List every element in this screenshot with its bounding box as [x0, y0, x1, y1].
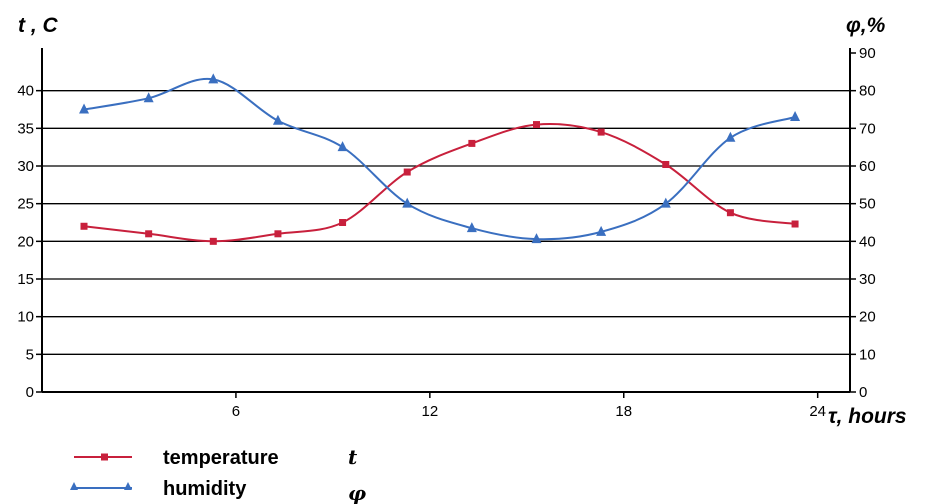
left-tick-label-20: 20 [17, 233, 34, 250]
legend-marker-humidity-left [70, 482, 78, 490]
data-point-temperature-7 [532, 121, 540, 129]
legend-item-temperature: temperature t [74, 445, 358, 469]
grid-lines [41, 48, 851, 393]
data-point-humidity-10 [725, 131, 736, 142]
left-axis-ticks: 0 5 10 15 20 25 30 35 40 [17, 83, 42, 401]
left-tick-label-0: 0 [26, 384, 34, 401]
right-tick-label-10: 10 [859, 346, 876, 363]
x-axis-title: τ, hours [828, 405, 907, 428]
x-tick-label-6: 6 [232, 403, 240, 420]
right-tick-label-70: 70 [859, 120, 876, 137]
data-point-humidity-9 [660, 197, 671, 208]
data-point-humidity-5 [402, 197, 413, 208]
data-point-humidity-3 [272, 114, 283, 125]
data-point-temperature-5 [403, 168, 411, 176]
data-point-humidity-4 [337, 141, 348, 152]
data-point-humidity-7 [531, 233, 542, 244]
data-point-temperature-1 [145, 230, 153, 238]
series-line-temperature [83, 123, 796, 243]
right-tick-label-0: 0 [859, 384, 867, 401]
x-axis-ticks: 6 12 18 24 [232, 392, 826, 420]
right-tick-label-60: 60 [859, 158, 876, 175]
right-tick-label-90: 90 [859, 45, 876, 62]
right-tick-label-30: 30 [859, 271, 876, 288]
legend: temperature t humidity φ [70, 445, 366, 504]
data-point-temperature-8 [597, 128, 605, 136]
x-tick-label-18: 18 [615, 403, 632, 420]
x-tick-label-24: 24 [809, 403, 826, 420]
series-humidity [79, 73, 801, 244]
left-tick-label-25: 25 [17, 196, 34, 213]
left-tick-label-5: 5 [26, 346, 34, 363]
legend-symbol-temperature: t [348, 445, 358, 469]
series-temperature [80, 121, 799, 245]
data-point-humidity-1 [143, 92, 154, 103]
data-point-temperature-9 [662, 160, 670, 168]
data-point-temperature-0 [80, 222, 88, 230]
right-tick-label-40: 40 [859, 233, 876, 250]
data-point-humidity-2 [208, 73, 219, 84]
right-tick-label-80: 80 [859, 83, 876, 100]
legend-marker-humidity-right [124, 482, 132, 490]
data-point-temperature-4 [339, 219, 347, 226]
data-point-humidity-8 [596, 225, 607, 236]
legend-label-temperature: temperature [163, 447, 279, 469]
series-line-humidity [83, 77, 796, 241]
legend-label-humidity: humidity [163, 478, 247, 500]
left-tick-label-40: 40 [17, 83, 34, 100]
series-layer [79, 73, 801, 245]
data-point-temperature-3 [274, 230, 282, 238]
right-tick-label-20: 20 [859, 309, 876, 326]
data-point-temperature-6 [468, 139, 476, 147]
right-axis-ticks: 0 10 20 30 40 50 60 70 80 90 [850, 45, 876, 401]
right-tick-label-50: 50 [859, 196, 876, 213]
data-point-humidity-11 [790, 111, 801, 122]
left-axis-title: t , C [18, 14, 58, 37]
left-tick-label-10: 10 [17, 309, 34, 326]
data-point-humidity-6 [466, 222, 477, 233]
legend-marker-temperature [101, 453, 108, 461]
data-point-temperature-10 [726, 209, 734, 217]
legend-item-humidity: humidity φ [70, 478, 366, 504]
data-point-humidity-0 [79, 103, 90, 114]
left-tick-label-30: 30 [17, 158, 34, 175]
x-tick-label-12: 12 [421, 403, 438, 420]
data-point-temperature-2 [209, 237, 217, 245]
data-point-temperature-11 [791, 220, 799, 228]
legend-symbol-humidity: φ [348, 481, 366, 504]
left-tick-label-15: 15 [17, 271, 34, 288]
left-tick-label-35: 35 [17, 120, 34, 137]
right-axis-title: φ,% [846, 14, 886, 37]
